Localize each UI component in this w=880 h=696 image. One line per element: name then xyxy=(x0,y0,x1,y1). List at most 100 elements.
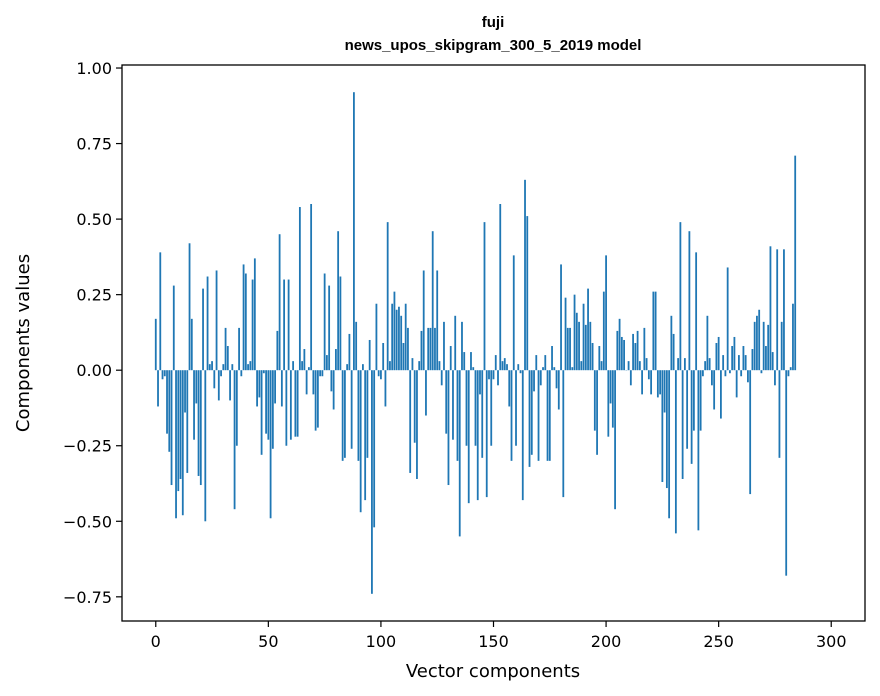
bar-211 xyxy=(629,370,632,386)
bar-151 xyxy=(494,355,497,371)
bar-234 xyxy=(681,370,684,479)
bar-72 xyxy=(316,370,319,428)
bar-242 xyxy=(699,370,702,431)
bar-148 xyxy=(488,370,490,380)
bar-59 xyxy=(287,279,290,371)
bar-263 xyxy=(747,370,749,383)
bar-273 xyxy=(769,246,772,371)
bar-189 xyxy=(580,361,583,371)
bar-45 xyxy=(256,370,258,407)
bar-42 xyxy=(249,361,252,371)
x-tick-label: 100 xyxy=(366,632,397,651)
bar-57 xyxy=(283,279,286,371)
bar-213 xyxy=(634,343,637,371)
bar-43 xyxy=(251,279,254,371)
bar-101 xyxy=(382,343,385,371)
bar-16 xyxy=(190,318,193,371)
bar-224 xyxy=(659,370,662,395)
bar-99 xyxy=(377,370,380,377)
bar-35 xyxy=(233,370,236,510)
bar-49 xyxy=(265,370,267,434)
bar-267 xyxy=(756,315,758,371)
bar-76 xyxy=(325,355,328,371)
bars-group xyxy=(154,92,797,594)
bar-229 xyxy=(670,315,673,371)
bar-216 xyxy=(641,370,643,395)
bar-230 xyxy=(672,333,675,371)
bar-6 xyxy=(168,370,171,452)
bar-81 xyxy=(337,231,340,371)
bar-268 xyxy=(758,309,761,371)
bar-88 xyxy=(353,92,355,371)
bar-120 xyxy=(425,370,427,416)
bar-61 xyxy=(292,361,295,371)
bar-92 xyxy=(362,364,364,371)
bar-251 xyxy=(720,370,722,419)
bar-233 xyxy=(679,222,682,371)
bar-178 xyxy=(555,370,558,389)
bar-257 xyxy=(733,336,736,371)
bar-130 xyxy=(447,370,450,486)
bar-58 xyxy=(285,370,288,446)
bar-90 xyxy=(357,370,360,461)
bar-117 xyxy=(418,361,421,371)
bar-141 xyxy=(472,367,475,371)
bar-165 xyxy=(526,216,529,371)
bar-166 xyxy=(528,370,531,467)
y-axis-ticks: 1.00 0.75 0.50 0.25 0.00 −0.25 −0.50 −0.75 xyxy=(63,59,122,607)
bar-83 xyxy=(341,370,344,461)
bar-84 xyxy=(344,370,346,458)
bar-124 xyxy=(434,327,436,371)
bar-129 xyxy=(445,370,448,434)
bar-222 xyxy=(654,291,657,371)
bar-197 xyxy=(598,346,601,371)
bar-158 xyxy=(510,370,513,461)
bar-34 xyxy=(231,364,234,371)
bar-145 xyxy=(481,370,484,458)
y-tick-label: −0.50 xyxy=(63,512,112,531)
bar-116 xyxy=(416,370,418,479)
bar-232 xyxy=(677,358,680,371)
bar-102 xyxy=(384,370,387,407)
bar-70 xyxy=(312,370,315,395)
bar-280 xyxy=(785,370,788,576)
bar-225 xyxy=(661,370,664,482)
bar-7 xyxy=(170,370,173,486)
bar-184 xyxy=(569,327,571,371)
bar-155 xyxy=(503,358,506,371)
bar-259 xyxy=(738,355,740,371)
bar-112 xyxy=(407,327,409,371)
bar-32 xyxy=(226,346,229,371)
bar-11 xyxy=(179,370,182,479)
bar-107 xyxy=(395,309,398,371)
bar-106 xyxy=(393,291,396,371)
bar-150 xyxy=(492,370,495,380)
bar-118 xyxy=(420,330,423,371)
bar-241 xyxy=(697,370,700,531)
bar-207 xyxy=(620,336,623,371)
bar-188 xyxy=(578,321,580,371)
bar-15 xyxy=(188,243,191,371)
bar-126 xyxy=(438,361,441,371)
bar-269 xyxy=(760,370,763,374)
bar-191 xyxy=(584,324,587,371)
bar-277 xyxy=(778,370,781,458)
bar-208 xyxy=(623,339,625,371)
bar-23 xyxy=(206,276,209,371)
bar-111 xyxy=(404,303,407,371)
bar-246 xyxy=(708,358,711,371)
bar-276 xyxy=(776,249,779,371)
y-tick-label: −0.25 xyxy=(63,437,112,456)
bar-24 xyxy=(208,364,211,371)
bar-164 xyxy=(524,179,526,371)
bar-173 xyxy=(544,355,547,371)
bar-168 xyxy=(533,370,535,392)
bar-175 xyxy=(548,370,551,461)
bar-137 xyxy=(463,352,466,371)
bar-2 xyxy=(159,252,162,371)
bar-140 xyxy=(470,352,472,371)
bar-182 xyxy=(564,297,567,371)
bar-240 xyxy=(695,252,698,371)
bar-235 xyxy=(683,358,686,371)
